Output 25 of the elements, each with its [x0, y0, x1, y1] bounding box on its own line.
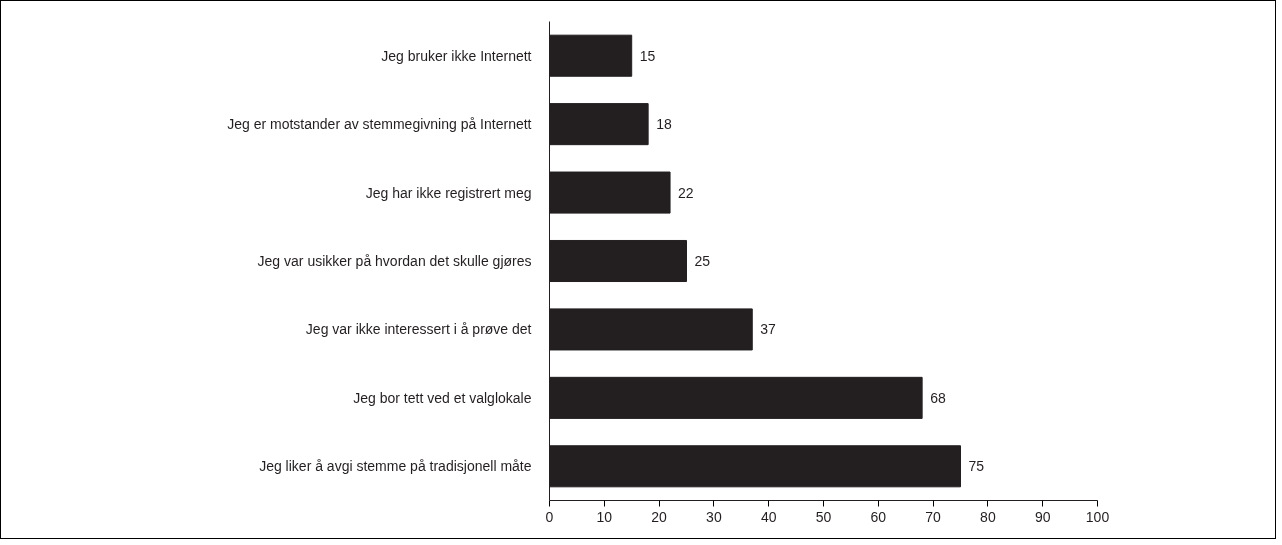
- x-tick-label: 70: [925, 508, 942, 525]
- data-label: 75: [968, 458, 985, 475]
- data-label: 37: [760, 321, 777, 338]
- data-label: 22: [678, 184, 694, 201]
- data-label: 68: [930, 389, 946, 406]
- y-tick-label: Jeg er motstander av stemmegivning på Internett: [227, 116, 532, 133]
- y-tick-label: Jeg var usikker på hvordan det skulle gjøres: [257, 253, 532, 269]
- y-tick-label: Jeg var ikke interessert i å prøve det: [305, 321, 532, 338]
- data-label: 15: [639, 47, 656, 64]
- x-tick-label: 30: [706, 508, 722, 525]
- y-tick-label: Jeg har ikke registrert meg: [365, 184, 532, 201]
- x-tick-label: 90: [1034, 508, 1051, 525]
- x-tick-label: 20: [651, 508, 668, 525]
- x-tick-label: 50: [815, 508, 832, 525]
- data-label: 25: [694, 253, 711, 269]
- x-tick-label: 10: [596, 508, 613, 525]
- x-tick-label: 100: [1085, 508, 1110, 525]
- y-tick-label: Jeg bruker ikke Internett: [381, 47, 532, 64]
- data-label: 18: [656, 116, 672, 133]
- x-tick-label: 40: [760, 508, 777, 525]
- y-tick-label: Jeg bor tett ved et valglokale: [353, 389, 532, 406]
- x-tick-label: 0: [545, 508, 554, 525]
- x-tick-label: 60: [870, 508, 887, 525]
- x-tick-label: 80: [980, 508, 996, 525]
- y-tick-label: Jeg liker å avgi stemme på tradisjonell måte: [259, 458, 532, 475]
